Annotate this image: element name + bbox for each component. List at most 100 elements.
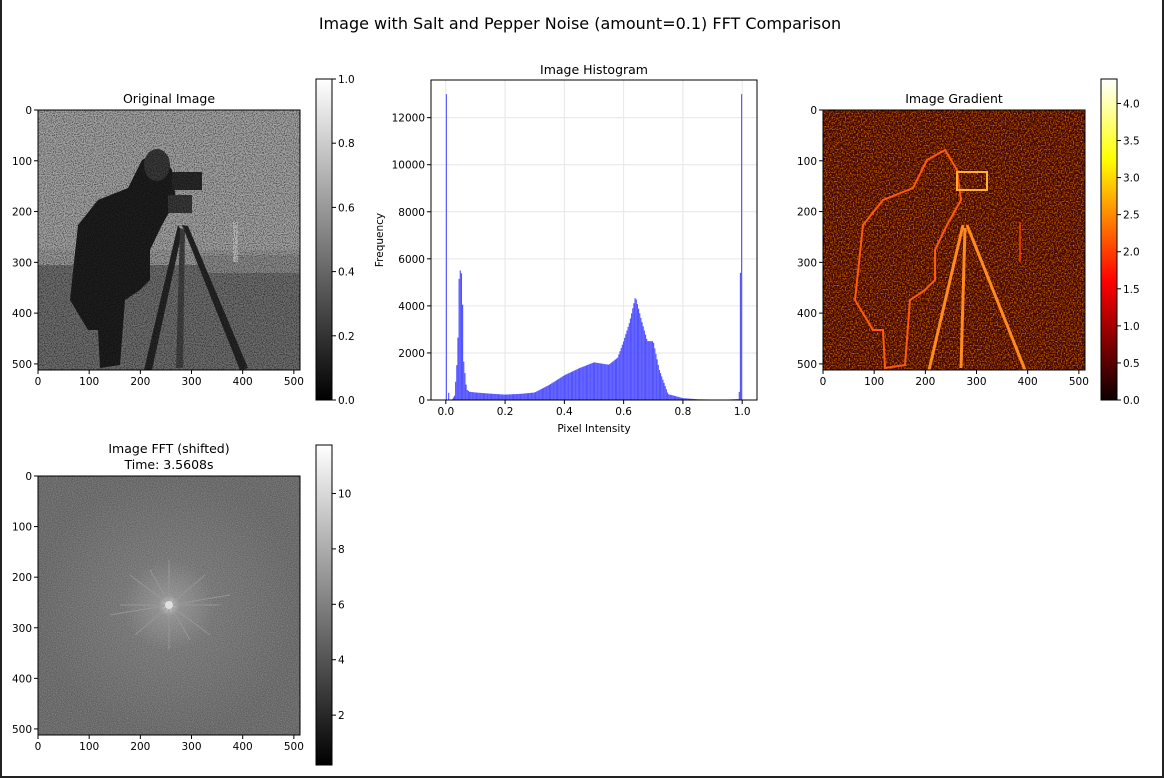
histogram-bar: [551, 383, 553, 400]
original-cbtick-label: 0.6: [338, 202, 355, 214]
histogram-bar: [555, 380, 557, 400]
gradient-cbtick-label: 0.5: [1123, 358, 1140, 370]
histogram-bar: [675, 396, 677, 400]
fft-xtick-label: 500: [284, 741, 304, 753]
histogram-ylabel: Frequency: [374, 213, 386, 267]
gradient-y-ticks: 0 100 200 300 400 500: [797, 105, 823, 371]
histogram-bar: [466, 389, 468, 400]
histogram-bar: [635, 299, 637, 400]
fft-cbtick-label: 10: [338, 488, 351, 500]
gradient-ytick-label: 100: [797, 156, 817, 168]
histogram-bar: [681, 398, 684, 400]
fft-cbtick-label: 8: [338, 544, 345, 556]
histogram-bar: [562, 375, 564, 400]
histogram-panel: Image Histogram 0.0 0.2 0.4 0.6 0.8 1.0 0 2000…: [374, 62, 758, 435]
fft-cbtick-label: 2: [338, 710, 345, 722]
histogram-bar: [669, 394, 671, 400]
histogram-bar: [597, 362, 599, 400]
histogram-bar: [519, 393, 522, 400]
histogram-bar: [662, 379, 664, 400]
original-ytick-label: 300: [12, 257, 32, 269]
histogram-bar: [581, 367, 583, 400]
gradient-raster: [823, 110, 1085, 370]
histogram-bar: [578, 368, 581, 400]
histogram-bar: [529, 392, 531, 400]
histogram-bar: [523, 393, 525, 400]
histogram-bar: [445, 94, 447, 400]
gradient-x-ticks: 0 100 200 300 400 500: [820, 370, 1089, 388]
histogram-bar: [741, 94, 743, 400]
gradient-xtick-label: 500: [1069, 376, 1089, 388]
original-colorbar-ticks: 0.0 0.2 0.4 0.6 0.8 1.0: [332, 74, 355, 407]
histogram-bar: [607, 364, 610, 400]
histogram-bar: [541, 388, 544, 400]
histogram-bar: [569, 372, 571, 400]
histogram-bar: [591, 363, 593, 400]
histogram-bar: [531, 392, 533, 400]
histogram-bar: [588, 364, 590, 400]
histogram-bar: [739, 272, 742, 400]
histogram-bar: [458, 278, 460, 400]
histogram-bar: [625, 334, 627, 400]
histogram-bar: [598, 363, 600, 400]
histogram-bar: [526, 393, 529, 400]
histogram-bar: [642, 326, 644, 400]
gradient-title: Image Gradient: [905, 91, 1003, 106]
original-y-ticks: 0 100 200 300 400 500: [12, 105, 38, 371]
histogram-bar: [639, 313, 641, 400]
histogram-bar: [692, 398, 694, 400]
histogram-bar: [539, 389, 541, 400]
histogram-bar: [587, 364, 589, 400]
histogram-bar: [621, 344, 623, 400]
fft-ytick-label: 100: [12, 522, 32, 534]
gradient-cbtick-label: 4.0: [1123, 98, 1140, 110]
histogram-bar: [479, 392, 481, 400]
histogram-bar: [670, 394, 672, 400]
histogram-bar: [656, 359, 658, 400]
histogram-bar: [532, 392, 534, 400]
histogram-bar: [678, 397, 680, 400]
histogram-bar: [738, 391, 740, 400]
fft-xtick-label: 200: [130, 741, 150, 753]
histogram-bar: [507, 394, 509, 400]
gradient-ytick-label: 500: [797, 359, 817, 371]
histogram-x-ticks: 0.0 0.2 0.4 0.6 0.8 1.0: [437, 400, 751, 418]
histogram-title: Image Histogram: [540, 62, 648, 77]
histogram-bar: [497, 394, 500, 400]
histogram-bar: [554, 381, 556, 400]
histogram-bar: [653, 342, 655, 400]
histogram-bar: [499, 394, 501, 400]
histogram-bar: [655, 353, 657, 400]
histogram-bar: [659, 373, 662, 400]
histogram-ytick-label: 0: [418, 395, 425, 407]
fft-title-line1: Image FFT (shifted): [108, 441, 229, 456]
histogram-bar: [573, 370, 575, 400]
histogram-bar: [493, 393, 495, 400]
histogram-bar: [606, 364, 608, 400]
histogram-bar: [615, 358, 618, 400]
fft-xtick-label: 100: [79, 741, 99, 753]
histogram-bar: [501, 394, 503, 400]
histogram-bar: [558, 378, 560, 400]
histogram-bar: [456, 365, 458, 400]
histogram-bar: [509, 394, 511, 400]
histogram-xlabel: Pixel Intensity: [557, 423, 630, 435]
histogram-bar: [516, 394, 518, 400]
histogram-bar: [649, 341, 651, 400]
histogram-bar: [584, 365, 586, 400]
histogram-bar: [646, 338, 648, 400]
histogram-bar: [528, 393, 530, 400]
histogram-bar: [572, 371, 574, 400]
original-cbtick-label: 0.0: [338, 395, 355, 407]
histogram-bar: [665, 389, 667, 400]
histogram-bar: [530, 392, 532, 400]
histogram-bar: [603, 363, 605, 400]
histogram-bar: [500, 394, 502, 400]
histogram-bar: [609, 364, 611, 400]
histogram-bar: [506, 394, 508, 400]
histogram-bar: [677, 396, 679, 400]
histogram-bar: [668, 394, 670, 400]
histogram-bar: [543, 387, 545, 400]
histogram-xtick-label: 0.8: [675, 406, 692, 418]
histogram-bar: [691, 398, 693, 400]
